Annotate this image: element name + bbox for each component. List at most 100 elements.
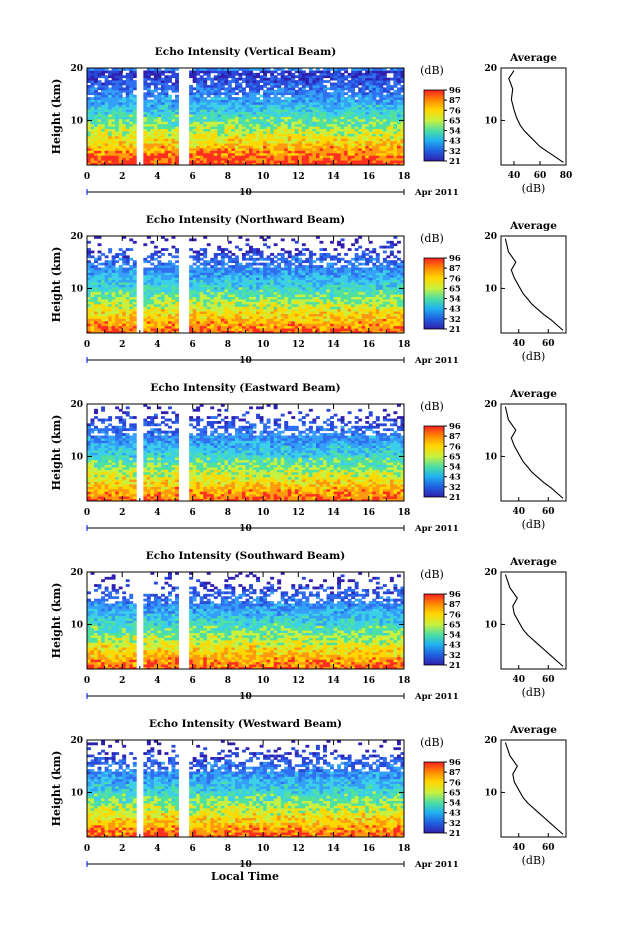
x-tick-label: 0	[84, 172, 90, 182]
colorbar-tick-label: 54	[449, 127, 461, 137]
profile-title: Average	[509, 724, 557, 736]
profile-x-tick-label: 40	[512, 843, 525, 853]
colorbar-tick-label: 21	[449, 493, 461, 503]
profile-x-tick-label: 60	[542, 507, 555, 517]
day-label: 10	[239, 524, 252, 534]
profile-x-tick-label: 40	[512, 675, 525, 685]
x-tick-label: 10	[257, 340, 270, 350]
y-axis-label: Height (km)	[50, 79, 63, 155]
x-tick-label: 6	[190, 676, 196, 686]
colorbar-tick-label: 87	[449, 96, 461, 106]
heatmap-cells	[87, 68, 405, 166]
profile-y-tick-label: 20	[484, 400, 497, 410]
x-tick-label: 4	[154, 340, 160, 350]
colorbar-tick-label: 96	[449, 422, 461, 432]
profile-frame	[500, 235, 567, 334]
colorbar-unit: (dB)	[420, 568, 444, 581]
profile-frame	[500, 67, 567, 166]
y-tick-label: 20	[70, 232, 83, 242]
colorbar-tick-label: 21	[449, 661, 461, 671]
x-tick-label: 2	[119, 844, 125, 854]
colorbar-tick-label: 76	[449, 274, 461, 284]
y-axis-label: Height (km)	[50, 583, 63, 659]
y-tick-label: 10	[70, 788, 83, 798]
colorbar-tick-label: 54	[449, 463, 461, 473]
colorbar-tick-label: 43	[449, 809, 461, 819]
colorbar-tick-label: 32	[449, 651, 461, 661]
heatmap-cells	[87, 404, 405, 502]
day-label: 10	[239, 692, 252, 702]
date-label: Apr 2011	[414, 188, 459, 198]
colorbar-tick-label: 87	[449, 264, 461, 274]
x-tick-label: 16	[363, 844, 376, 854]
x-tick-label: 2	[119, 676, 125, 686]
profile-x-tick-label: 40	[508, 171, 521, 181]
x-axis-label: Local Time	[211, 870, 279, 883]
x-tick-label: 16	[363, 340, 376, 350]
x-tick-label: 16	[363, 676, 376, 686]
colorbar-tick-label: 96	[449, 590, 461, 600]
colorbar-tick-label: 65	[449, 284, 461, 294]
x-tick-label: 10	[257, 172, 270, 182]
colorbar-tick-label: 65	[449, 620, 461, 630]
heatmap-cells	[87, 236, 405, 334]
colorbar-tick-label: 54	[449, 295, 461, 305]
x-tick-label: 16	[363, 508, 376, 518]
day-label: 10	[239, 188, 252, 198]
profile-title: Average	[509, 220, 557, 232]
profile-frame	[500, 739, 567, 838]
profile-x-label: (dB)	[522, 350, 546, 363]
x-tick-label: 4	[154, 676, 160, 686]
profile-title: Average	[509, 556, 557, 568]
heatmap-cells	[87, 572, 405, 670]
colorbar-tick-label: 96	[449, 254, 461, 264]
x-tick-label: 2	[119, 508, 125, 518]
colorbar	[423, 89, 445, 162]
x-tick-label: 0	[84, 676, 90, 686]
y-tick-label: 20	[70, 736, 83, 746]
date-label: Apr 2011	[414, 692, 459, 702]
x-tick-label: 18	[398, 172, 411, 182]
profile-y-tick-label: 20	[484, 232, 497, 242]
colorbar-tick-label: 65	[449, 116, 461, 126]
x-tick-label: 6	[190, 844, 196, 854]
colorbar-tick-label: 43	[449, 641, 461, 651]
x-tick-label: 4	[154, 172, 160, 182]
profile-title: Average	[509, 52, 557, 64]
panel-title: Echo Intensity (Westward Beam)	[149, 718, 342, 730]
x-tick-label: 6	[190, 508, 196, 518]
profile-x-tick-label: 40	[512, 339, 525, 349]
profile-x-label: (dB)	[522, 518, 546, 531]
panel-1: Echo Intensity (Vertical Beam) Height (km…	[50, 46, 572, 198]
colorbar-tick-label: 21	[449, 157, 461, 167]
profile-line	[508, 70, 564, 163]
x-tick-label: 0	[84, 844, 90, 854]
profile-y-tick-label: 10	[484, 788, 497, 798]
x-tick-label: 18	[398, 340, 411, 350]
colorbar-tick-label: 43	[449, 137, 461, 147]
y-axis-label: Height (km)	[50, 247, 63, 323]
profile-line	[504, 238, 564, 331]
x-tick-label: 14	[327, 508, 340, 518]
x-tick-label: 6	[190, 172, 196, 182]
profile-frame	[500, 571, 567, 670]
x-tick-label: 14	[327, 172, 340, 182]
panel-title: Echo Intensity (Eastward Beam)	[150, 382, 340, 394]
colorbar-tick-label: 32	[449, 819, 461, 829]
panel-5: Echo Intensity (Westward Beam) Height (km…	[50, 718, 567, 870]
colorbar	[423, 761, 445, 834]
colorbar-tick-label: 32	[449, 147, 461, 157]
colorbar-tick-label: 76	[449, 778, 461, 788]
x-tick-label: 16	[363, 172, 376, 182]
profile-frame	[500, 403, 567, 502]
heatmap-cells	[87, 740, 405, 838]
x-tick-label: 14	[327, 340, 340, 350]
x-tick-label: 8	[225, 844, 231, 854]
colorbar-tick-label: 87	[449, 432, 461, 442]
colorbar-tick-label: 76	[449, 442, 461, 452]
colorbar-tick-label: 21	[449, 829, 461, 839]
panel-4: Echo Intensity (Southward Beam) Height (k…	[50, 550, 567, 702]
y-tick-label: 20	[70, 568, 83, 578]
x-tick-label: 4	[154, 508, 160, 518]
y-tick-label: 10	[70, 284, 83, 294]
